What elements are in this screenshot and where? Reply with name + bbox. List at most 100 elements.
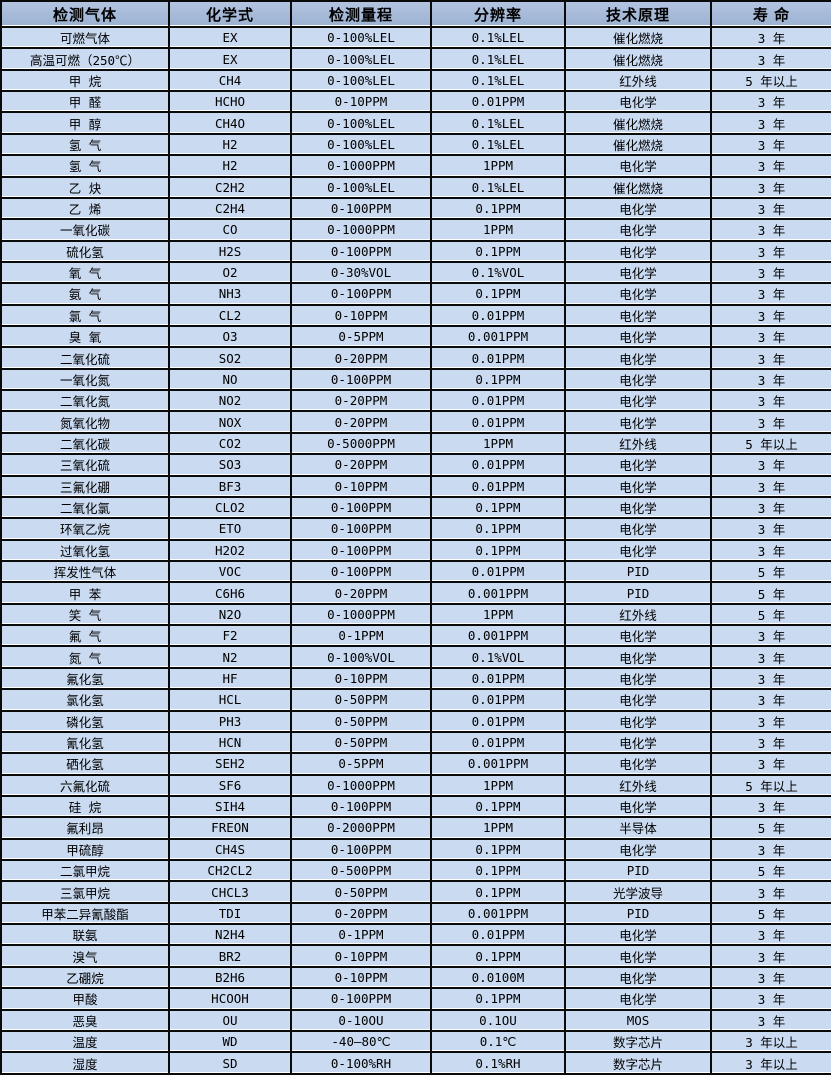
table-cell: 0-100PPM	[290, 987, 432, 1011]
table-cell: 0.01PPM	[430, 730, 566, 755]
table-row: 氯化氢 HCL 0-50PPM 0.01PPM 电化学 3 年	[0, 688, 831, 712]
table-cell: 湿度	[0, 1051, 170, 1075]
table-row: 甲 醇 CH4O 0-100%LEL 0.1%LEL 催化燃烧 3 年	[0, 111, 831, 135]
table-cell: C2H2	[168, 175, 292, 199]
table-cell: 联氨	[0, 923, 170, 947]
table-cell: 电化学	[564, 346, 712, 370]
table-cell: 0-1000PPM	[290, 602, 432, 627]
table-cell: 氧 气	[0, 260, 170, 285]
table-cell: 5 年	[710, 581, 831, 605]
table-cell: 0.1PPM	[430, 794, 566, 819]
table-cell: H2S	[168, 239, 292, 263]
table-cell: ETO	[168, 517, 292, 541]
table-cell: 5 年	[710, 901, 831, 926]
table-cell: 0.0100M	[430, 965, 566, 990]
table-cell: H2	[168, 132, 292, 157]
table-row: 二氧化碳 CO2 0-5000PPM 1PPM 红外线 5 年以上	[0, 431, 831, 456]
table-cell: 甲酸	[0, 987, 170, 1011]
table-cell: 0.1PPM	[430, 282, 566, 306]
table-cell: 3 年	[710, 132, 831, 157]
table-cell: 0.01PPM	[430, 303, 566, 328]
table-cell: 半导体	[564, 816, 712, 840]
table-cell: 氟利昂	[0, 816, 170, 840]
table-cell: 0-100PPM	[290, 559, 432, 584]
table-row: 甲苯二异氰酸酯 TDI 0-20PPM 0.001PPM PID 5 年	[0, 901, 831, 926]
table-cell: O2	[168, 260, 292, 285]
table-cell: 挥发性气体	[0, 559, 170, 584]
table-cell: 0-100PPM	[290, 367, 432, 392]
table-cell: OU	[168, 1008, 292, 1032]
table-cell: 电化学	[564, 239, 712, 263]
table-cell: 氮氧化物	[0, 410, 170, 434]
table-cell: CH2CL2	[168, 858, 292, 883]
table-row: 氯 气 CL2 0-10PPM 0.01PPM 电化学 3 年	[0, 303, 831, 328]
table-cell: 0.01PPM	[430, 666, 566, 691]
column-header-4: 技术原理	[564, 0, 712, 28]
table-row: 氮 气 N2 0-100%VOL 0.1%VOL 电化学 3 年	[0, 645, 831, 669]
table-cell: CH4S	[168, 837, 292, 862]
table-cell: 三氯甲烷	[0, 880, 170, 904]
table-cell: 0-50PPM	[290, 709, 432, 733]
table-cell: 硅 烷	[0, 794, 170, 819]
table-cell: 可燃气体	[0, 25, 170, 50]
table-cell: 二氧化硫	[0, 346, 170, 370]
table-cell: 0.1PPM	[430, 837, 566, 862]
table-cell: 0-100%LEL	[290, 132, 432, 157]
table-cell: MOS	[564, 1008, 712, 1032]
table-cell: 0.1PPM	[430, 944, 566, 968]
table-cell: 0.1%LEL	[430, 68, 566, 93]
table-cell: 0.01PPM	[430, 453, 566, 477]
table-row: 氢 气 H2 0-1000PPM 1PPM 电化学 3 年	[0, 154, 831, 178]
table-cell: 0.01PPM	[430, 346, 566, 370]
table-cell: 三氧化硫	[0, 453, 170, 477]
table-cell: CL2	[168, 303, 292, 328]
header-row: 检测气体 化学式 检测量程 分辨率 技术原理寿 命	[0, 0, 831, 28]
table-cell: NH3	[168, 282, 292, 306]
table-cell: 3 年	[710, 752, 831, 776]
table-cell: 氯化氢	[0, 688, 170, 712]
table-cell: 0-100PPM	[290, 837, 432, 862]
table-cell: 3 年	[710, 389, 831, 413]
table-cell: F2	[168, 624, 292, 648]
table-cell: 电化学	[564, 645, 712, 669]
table-cell: 恶臭	[0, 1008, 170, 1032]
table-row: 三氟化硼 BF3 0-10PPM 0.01PPM 电化学 3 年	[0, 474, 831, 498]
table-cell: EX	[168, 25, 292, 50]
table-row: 挥发性气体 VOC 0-100PPM 0.01PPM PID 5 年	[0, 559, 831, 584]
table-cell: 电化学	[564, 367, 712, 392]
table-cell: PH3	[168, 709, 292, 733]
table-cell: HF	[168, 666, 292, 691]
table-cell: H2	[168, 154, 292, 178]
table-cell: NO2	[168, 389, 292, 413]
table-cell: 电化学	[564, 517, 712, 541]
table-cell: CH4O	[168, 111, 292, 135]
table-cell: 0-50PPM	[290, 730, 432, 755]
table-cell: 0.1%LEL	[430, 111, 566, 135]
table-cell: 红外线	[564, 68, 712, 93]
column-header-5: 寿 命	[710, 0, 831, 28]
table-cell: 0-20PPM	[290, 453, 432, 477]
table-cell: 甲 烷	[0, 68, 170, 93]
table-cell: 0-50PPM	[290, 880, 432, 904]
table-cell: 0-1PPM	[290, 923, 432, 947]
table-row: 氧 气 O2 0-30%VOL 0.1%VOL 电化学 3 年	[0, 260, 831, 285]
table-cell: 0-100%LEL	[290, 111, 432, 135]
table-cell: 5 年	[710, 559, 831, 584]
table-cell: 0.001PPM	[430, 624, 566, 648]
table-cell: 电化学	[564, 453, 712, 477]
table-cell: 0.1%VOL	[430, 260, 566, 285]
table-cell: 0.1PPM	[430, 239, 566, 263]
table-cell: 3 年	[710, 1008, 831, 1032]
table-cell: 1PPM	[430, 154, 566, 178]
table-cell: 磷化氢	[0, 709, 170, 733]
table-cell: 催化燃烧	[564, 25, 712, 50]
table-cell: 氨 气	[0, 282, 170, 306]
table-cell: 氢 气	[0, 154, 170, 178]
table-cell: 0-50PPM	[290, 688, 432, 712]
table-cell: 1PPM	[430, 431, 566, 456]
table-cell: 3 年	[710, 90, 831, 114]
table-body: 可燃气体 EX 0-100%LEL 0.1%LEL 催化燃烧 3 年高温可燃（250℃） E…	[0, 25, 831, 1075]
table-cell: 3 年	[710, 837, 831, 862]
table-cell: 甲 苯	[0, 581, 170, 605]
